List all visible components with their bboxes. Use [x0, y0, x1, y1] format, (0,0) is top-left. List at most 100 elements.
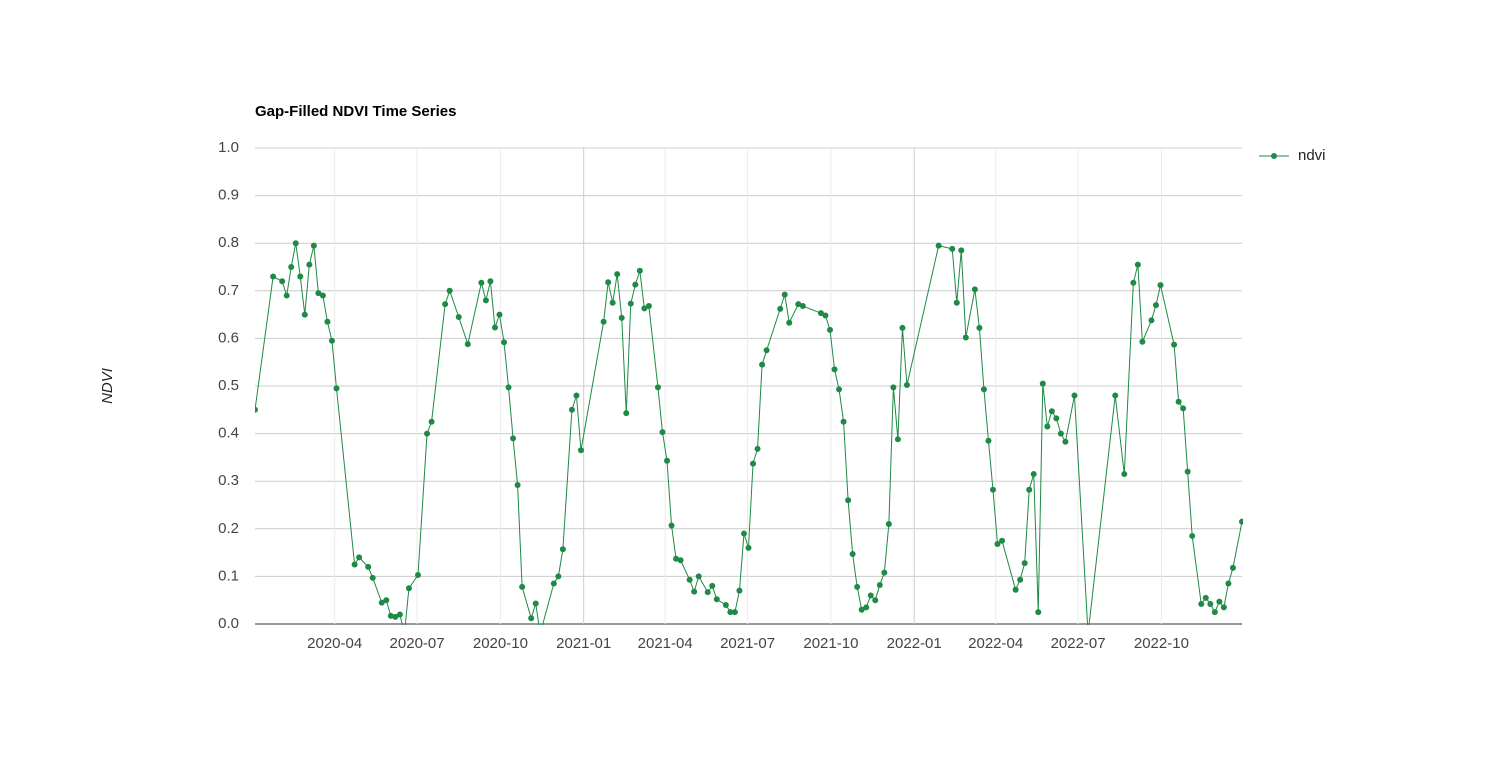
data-point: [885, 521, 892, 528]
y-tick-label: 0.7: [218, 282, 239, 299]
data-point: [446, 287, 453, 294]
data-point: [310, 242, 317, 249]
data-point: [971, 286, 978, 293]
data-point: [328, 337, 335, 344]
y-tick-label: 0.2: [218, 520, 239, 537]
data-point: [1139, 338, 1146, 345]
data-point: [713, 596, 720, 603]
data-point: [863, 604, 870, 611]
data-point: [691, 588, 698, 595]
data-point: [383, 597, 390, 604]
data-point: [985, 437, 992, 444]
data-point: [867, 592, 874, 599]
data-point: [1202, 594, 1209, 601]
data-point: [1207, 601, 1214, 608]
data-point: [351, 561, 358, 568]
data-point: [903, 382, 910, 389]
x-tick-label: 2021-07: [720, 635, 775, 652]
data-point: [378, 599, 385, 606]
data-point: [600, 318, 607, 325]
data-point: [297, 273, 304, 280]
data-point: [962, 334, 969, 341]
data-point: [392, 613, 399, 620]
data-point: [292, 240, 299, 247]
data-point: [686, 576, 693, 583]
data-point: [505, 384, 512, 391]
data-point: [704, 589, 711, 596]
data-point: [428, 418, 435, 425]
data-point: [528, 615, 535, 622]
data-point: [279, 278, 286, 285]
data-point: [872, 597, 879, 604]
data-point: [1026, 486, 1033, 493]
data-point: [1012, 586, 1019, 593]
data-point: [1148, 317, 1155, 324]
data-point: [677, 557, 684, 564]
data-point: [369, 574, 376, 581]
data-point: [1239, 518, 1243, 525]
data-point: [745, 544, 752, 551]
y-tick-label: 0.0: [218, 615, 239, 632]
data-point: [559, 546, 566, 553]
data-point: [826, 326, 833, 333]
data-point: [491, 324, 498, 331]
data-point: [1039, 380, 1046, 387]
data-point: [1121, 471, 1128, 478]
data-point: [799, 303, 806, 310]
x-tick-label: 2021-01: [556, 635, 611, 652]
data-point: [555, 573, 562, 580]
data-point: [478, 279, 485, 286]
data-point: [1071, 392, 1078, 399]
data-point: [510, 435, 517, 442]
data-point: [899, 324, 906, 331]
data-point: [836, 386, 843, 393]
data-point: [514, 482, 521, 489]
data-point: [609, 299, 616, 306]
data-point: [668, 522, 675, 529]
data-point: [831, 366, 838, 373]
data-point: [396, 611, 403, 618]
data-point: [1180, 405, 1187, 412]
data-point: [618, 314, 625, 321]
data-point: [731, 609, 738, 616]
data-point: [1152, 302, 1159, 309]
data-point: [455, 313, 462, 320]
data-point: [1053, 415, 1060, 422]
data-point: [1216, 598, 1223, 605]
series-line: [255, 243, 1243, 625]
data-point: [424, 430, 431, 437]
data-point: [1211, 609, 1218, 616]
data-point: [623, 410, 630, 417]
data-point: [949, 245, 956, 252]
y-tick-label: 0.6: [218, 329, 239, 346]
y-tick-label: 0.5: [218, 377, 239, 394]
data-point: [664, 457, 671, 464]
data-point: [1134, 261, 1141, 268]
data-point: [994, 541, 1001, 548]
y-tick-label: 0.9: [218, 187, 239, 204]
data-point: [953, 299, 960, 306]
y-tick-label: 0.8: [218, 234, 239, 251]
data-point: [822, 312, 829, 319]
data-point: [1175, 398, 1182, 405]
data-point: [487, 278, 494, 285]
data-point: [654, 384, 661, 391]
data-point: [1220, 604, 1227, 611]
data-point: [1189, 532, 1196, 539]
chart-title: Gap-Filled NDVI Time Series: [255, 103, 456, 120]
data-point: [759, 361, 766, 368]
data-point: [894, 436, 901, 443]
data-point: [1171, 341, 1178, 348]
y-axis-label: NDVI: [99, 368, 116, 404]
data-point: [845, 497, 852, 504]
data-point: [614, 271, 621, 278]
data-point: [1021, 560, 1028, 567]
data-point: [356, 554, 363, 561]
data-point: [786, 319, 793, 326]
data-point: [1198, 601, 1205, 608]
data-point: [763, 347, 770, 354]
data-point: [632, 281, 639, 288]
data-point: [532, 600, 539, 607]
y-tick-label: 0.1: [218, 567, 239, 584]
